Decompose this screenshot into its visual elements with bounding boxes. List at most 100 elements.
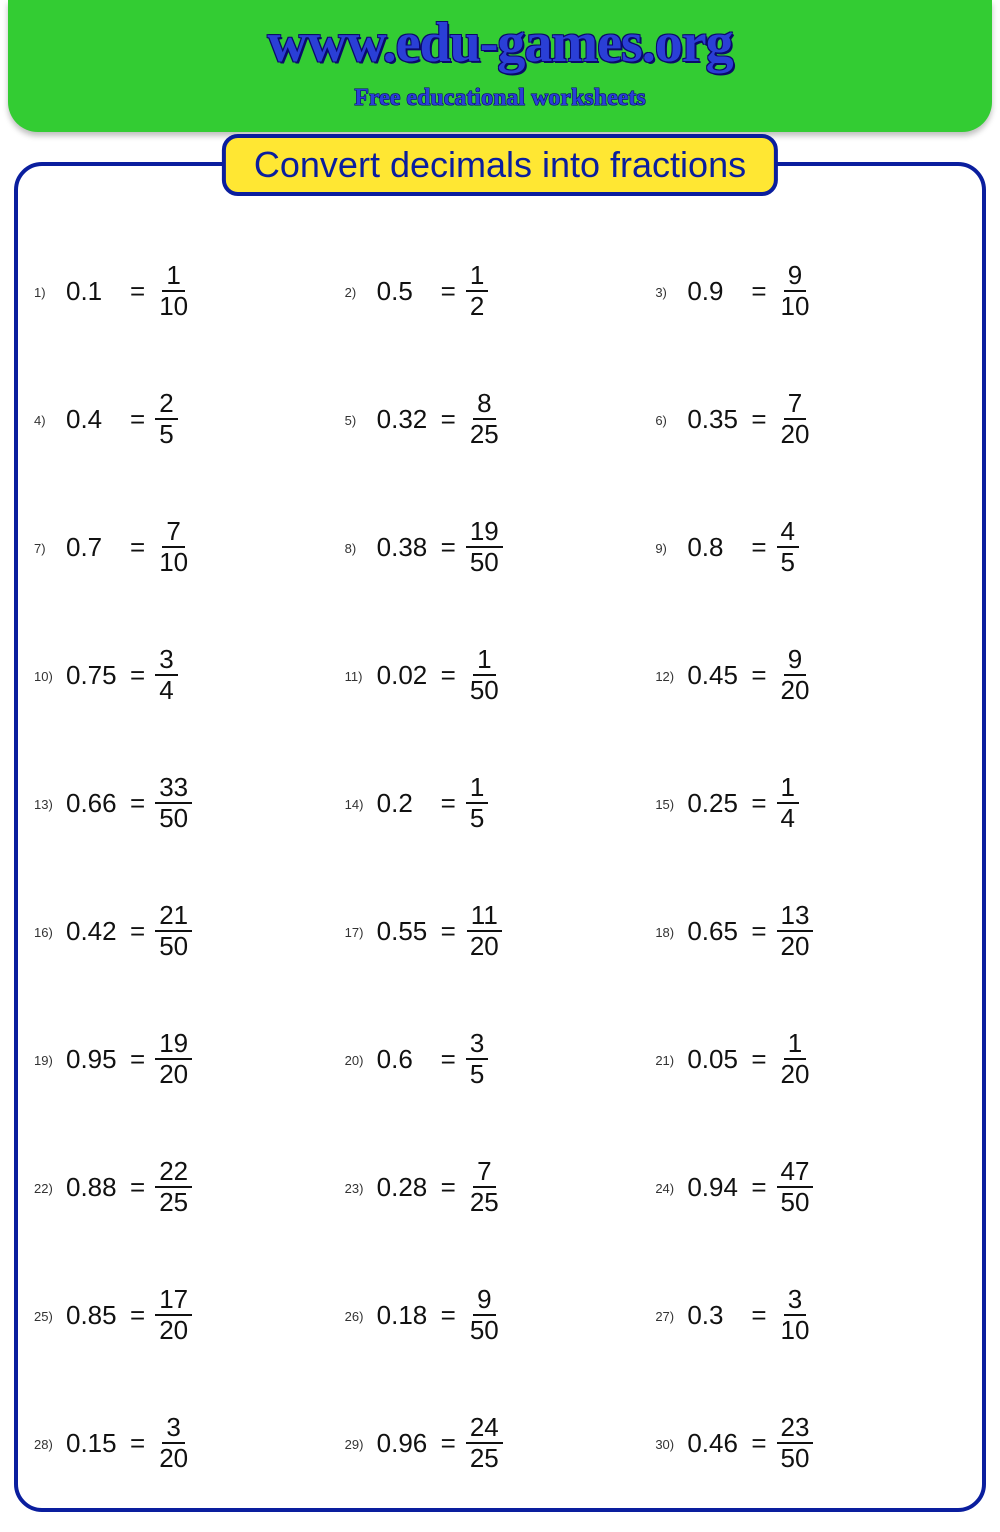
problem-3: 3)0.9=910 bbox=[655, 256, 966, 326]
problem-number: 6) bbox=[655, 411, 681, 428]
equals-sign: = bbox=[431, 1300, 466, 1331]
problem-26: 26)0.18=950 bbox=[345, 1280, 656, 1350]
equals-sign: = bbox=[120, 404, 155, 435]
numerator: 3 bbox=[784, 1286, 806, 1316]
numerator: 1 bbox=[777, 774, 799, 804]
numerator: 19 bbox=[155, 1030, 192, 1060]
fraction: 3350 bbox=[155, 774, 192, 833]
equals-sign: = bbox=[431, 916, 466, 947]
denominator: 20 bbox=[155, 1316, 192, 1344]
decimal-value: 0.32 bbox=[371, 404, 431, 435]
decimal-value: 0.05 bbox=[681, 1044, 741, 1075]
numerator: 1 bbox=[162, 262, 184, 292]
worksheet-panel: 1)0.1=1102)0.5=123)0.9=9104)0.4=255)0.32… bbox=[14, 162, 986, 1512]
numerator: 3 bbox=[466, 1030, 488, 1060]
numerator: 1 bbox=[784, 1030, 806, 1060]
problem-9: 9)0.8=45 bbox=[655, 512, 966, 582]
problem-number: 27) bbox=[655, 1307, 681, 1324]
problem-number: 1) bbox=[34, 283, 60, 300]
fraction: 710 bbox=[155, 518, 192, 577]
equals-sign: = bbox=[120, 788, 155, 819]
equals-sign: = bbox=[120, 532, 155, 563]
decimal-value: 0.4 bbox=[60, 404, 120, 435]
fraction: 825 bbox=[466, 390, 503, 449]
equals-sign: = bbox=[741, 1428, 776, 1459]
problem-16: 16)0.42=2150 bbox=[34, 896, 345, 966]
problem-number: 17) bbox=[345, 923, 371, 940]
equals-sign: = bbox=[741, 276, 776, 307]
denominator: 20 bbox=[777, 676, 814, 704]
site-subtitle: Free educational worksheets bbox=[8, 85, 992, 112]
equals-sign: = bbox=[431, 788, 466, 819]
decimal-value: 0.45 bbox=[681, 660, 741, 691]
problem-6: 6)0.35=720 bbox=[655, 384, 966, 454]
problem-number: 23) bbox=[345, 1179, 371, 1196]
problem-19: 19)0.95=1920 bbox=[34, 1024, 345, 1094]
problem-number: 9) bbox=[655, 539, 681, 556]
numerator: 13 bbox=[777, 902, 814, 932]
problem-number: 13) bbox=[34, 795, 60, 812]
problem-number: 14) bbox=[345, 795, 371, 812]
denominator: 5 bbox=[466, 804, 488, 832]
decimal-value: 0.02 bbox=[371, 660, 431, 691]
fraction: 150 bbox=[466, 646, 503, 705]
decimal-value: 0.55 bbox=[371, 916, 431, 947]
equals-sign: = bbox=[120, 916, 155, 947]
equals-sign: = bbox=[431, 404, 466, 435]
denominator: 25 bbox=[155, 1188, 192, 1216]
problem-30: 30)0.46=2350 bbox=[655, 1408, 966, 1478]
fraction: 15 bbox=[466, 774, 488, 833]
denominator: 4 bbox=[155, 676, 177, 704]
denominator: 50 bbox=[466, 1316, 503, 1344]
numerator: 7 bbox=[162, 518, 184, 548]
equals-sign: = bbox=[120, 1300, 155, 1331]
problem-24: 24)0.94=4750 bbox=[655, 1152, 966, 1222]
problem-23: 23)0.28=725 bbox=[345, 1152, 656, 1222]
problem-number: 5) bbox=[345, 411, 371, 428]
equals-sign: = bbox=[741, 1044, 776, 1075]
problem-number: 4) bbox=[34, 411, 60, 428]
problem-28: 28)0.15=320 bbox=[34, 1408, 345, 1478]
equals-sign: = bbox=[431, 1172, 466, 1203]
decimal-value: 0.8 bbox=[681, 532, 741, 563]
problem-number: 2) bbox=[345, 283, 371, 300]
numerator: 9 bbox=[784, 646, 806, 676]
denominator: 5 bbox=[155, 420, 177, 448]
numerator: 9 bbox=[473, 1286, 495, 1316]
numerator: 9 bbox=[784, 262, 806, 292]
problem-1: 1)0.1=110 bbox=[34, 256, 345, 326]
problem-5: 5)0.32=825 bbox=[345, 384, 656, 454]
problem-number: 30) bbox=[655, 1435, 681, 1452]
decimal-value: 0.6 bbox=[371, 1044, 431, 1075]
numerator: 1 bbox=[466, 262, 488, 292]
fraction: 35 bbox=[466, 1030, 488, 1089]
decimal-value: 0.1 bbox=[60, 276, 120, 307]
denominator: 50 bbox=[777, 1188, 814, 1216]
problem-number: 8) bbox=[345, 539, 371, 556]
denominator: 50 bbox=[155, 932, 192, 960]
fraction: 725 bbox=[466, 1158, 503, 1217]
denominator: 20 bbox=[155, 1060, 192, 1088]
fraction: 1720 bbox=[155, 1286, 192, 1345]
numerator: 23 bbox=[777, 1414, 814, 1444]
decimal-value: 0.2 bbox=[371, 788, 431, 819]
fraction: 1920 bbox=[155, 1030, 192, 1089]
numerator: 7 bbox=[784, 390, 806, 420]
numerator: 1 bbox=[473, 646, 495, 676]
problem-15: 15)0.25=14 bbox=[655, 768, 966, 838]
equals-sign: = bbox=[431, 660, 466, 691]
problem-number: 18) bbox=[655, 923, 681, 940]
fraction: 1120 bbox=[466, 902, 503, 961]
fraction: 25 bbox=[155, 390, 177, 449]
decimal-value: 0.66 bbox=[60, 788, 120, 819]
denominator: 20 bbox=[777, 1060, 814, 1088]
fraction: 12 bbox=[466, 262, 488, 321]
denominator: 50 bbox=[466, 548, 503, 576]
fraction: 110 bbox=[155, 262, 192, 321]
numerator: 2 bbox=[155, 390, 177, 420]
problem-number: 20) bbox=[345, 1051, 371, 1068]
problem-20: 20)0.6=35 bbox=[345, 1024, 656, 1094]
decimal-value: 0.25 bbox=[681, 788, 741, 819]
problem-29: 29)0.96=2425 bbox=[345, 1408, 656, 1478]
fraction: 320 bbox=[155, 1414, 192, 1473]
